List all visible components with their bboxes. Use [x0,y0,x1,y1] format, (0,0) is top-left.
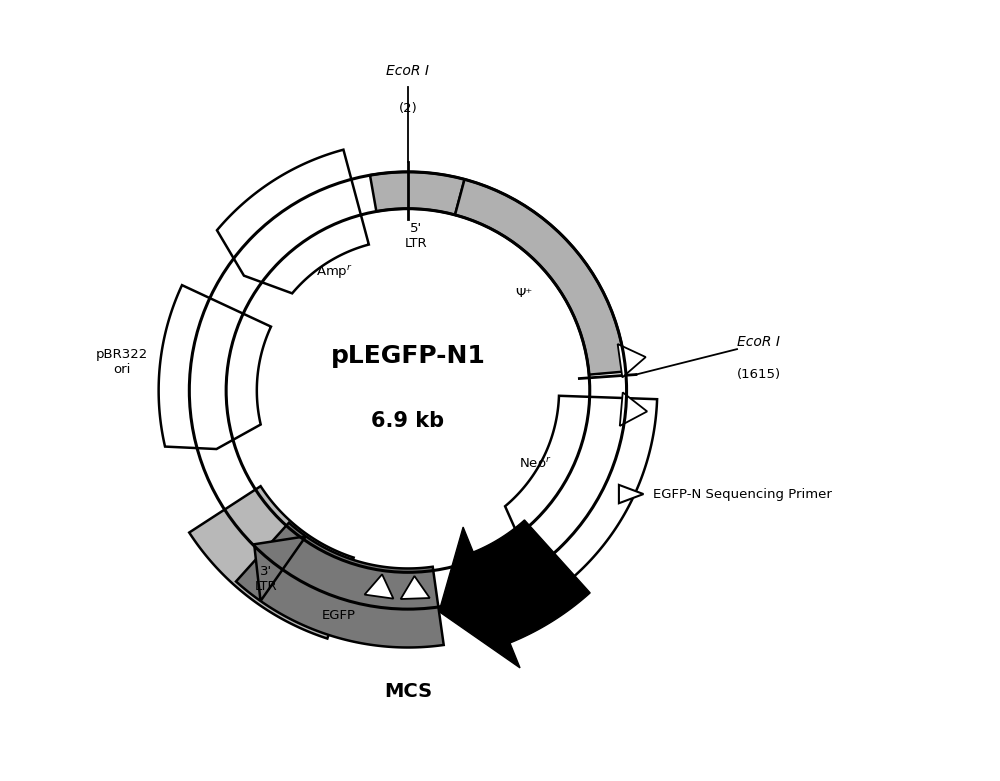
Polygon shape [217,150,369,294]
Polygon shape [618,344,646,377]
Text: 5'
LTR: 5' LTR [405,222,427,250]
Circle shape [226,209,590,572]
Polygon shape [439,520,590,668]
Text: Amp$^r$: Amp$^r$ [316,263,352,281]
Polygon shape [189,487,354,639]
Polygon shape [370,172,465,215]
Text: (1615): (1615) [737,369,781,381]
Circle shape [188,170,628,611]
Text: EcoR I: EcoR I [737,335,780,349]
Polygon shape [620,392,647,426]
Polygon shape [159,285,271,449]
Text: 3'
LTR: 3' LTR [255,565,278,593]
Text: Neo$^r$: Neo$^r$ [519,457,552,472]
Polygon shape [254,537,306,601]
Polygon shape [365,574,393,599]
Polygon shape [401,576,430,599]
Text: pLEGFP-N1: pLEGFP-N1 [331,344,485,368]
Polygon shape [505,396,657,582]
Text: pBR322
ori: pBR322 ori [96,348,148,376]
Text: MCS: MCS [384,682,432,701]
Text: $P$: $P$ [525,590,535,603]
Text: EcoR I: EcoR I [386,63,429,77]
Polygon shape [455,180,626,375]
Text: EGFP: EGFP [322,609,356,622]
Polygon shape [619,485,643,503]
Text: (2): (2) [399,102,417,115]
Polygon shape [236,522,444,647]
Text: 6.9 kb: 6.9 kb [371,411,445,431]
Text: EGFP-N Sequencing Primer: EGFP-N Sequencing Primer [653,487,832,501]
Text: CMV: CMV [524,612,552,626]
Text: Ψ⁺: Ψ⁺ [515,287,532,300]
